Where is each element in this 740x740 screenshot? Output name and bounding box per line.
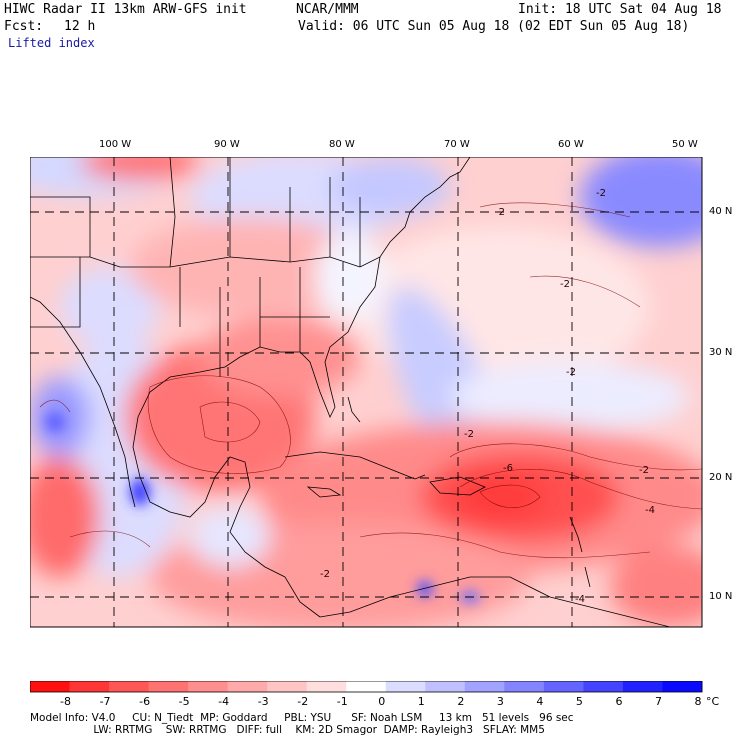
colorbar-swatch (109, 681, 150, 692)
contour-label: -4 (645, 505, 655, 516)
colorbar-label: 8 (695, 695, 702, 707)
colorbar-swatch (543, 681, 584, 692)
colorbar-label: -7 (100, 695, 111, 707)
model-title: HIWC Radar II 13km ARW-GFS init (4, 2, 247, 17)
contour-label: -2 (320, 569, 330, 580)
shaded-field (30, 157, 702, 627)
colorbar-label: 6 (615, 695, 622, 707)
colorbar-label: -3 (258, 695, 269, 707)
colorbar-label: -6 (139, 695, 150, 707)
contour-label: -6 (503, 463, 513, 474)
organization-label: NCAR/MMM (296, 2, 359, 17)
colorbar-swatch (385, 681, 426, 692)
colorbar-swatch (346, 681, 387, 692)
forecast-label: Fcst: (4, 19, 44, 34)
colorbar-frame (30, 681, 703, 693)
colorbar-label: 7 (655, 695, 662, 707)
colorbar-label: 3 (497, 695, 504, 707)
lon-label: 60 W (558, 139, 584, 150)
contour-label: -2 (639, 465, 649, 476)
colorbar-swatch (464, 681, 505, 692)
colorbar-label: 5 (576, 695, 583, 707)
map-frame (30, 157, 703, 628)
colorbar-swatch (583, 681, 624, 692)
contour-labels: -2 -2 -2 -2 -2 -4 -6 -2 -4 -2 (320, 188, 655, 605)
colorbar-unit: °C (706, 695, 720, 707)
lon-label: 80 W (329, 139, 355, 150)
lon-label: 50 W (672, 139, 698, 150)
contour-label: -2 (495, 207, 505, 218)
colorbar-label: 0 (378, 695, 385, 707)
lon-label: 70 W (444, 139, 470, 150)
colorbar-swatch (504, 681, 545, 692)
colorbar-label: 2 (457, 695, 464, 707)
colorbar-label: 4 (536, 695, 543, 707)
init-time: Init: 18 UTC Sat 04 Aug 18 (518, 2, 722, 17)
colorbar-swatch (30, 681, 71, 692)
lat-label: 30 N (709, 347, 733, 358)
colorbar-swatch (267, 681, 308, 692)
colorbar-swatch (662, 681, 703, 692)
contour-label: -4 (575, 594, 585, 605)
lat-label: 20 N (709, 472, 733, 483)
colorbar-label: -8 (60, 695, 71, 707)
contour-label: -2 (596, 188, 606, 199)
lat-label: 10 N (709, 591, 733, 602)
lifted-index-map: -2 -2 -2 -2 -2 -4 -6 -2 -4 -2 (30, 157, 703, 628)
lon-label: 100 W (99, 139, 132, 150)
colorbar: -8 -7 -6 -5 -4 -3 -2 -1 0 1 2 3 4 5 6 7 8 °C (30, 681, 720, 707)
colorbar-label: -4 (218, 695, 229, 707)
colorbar-swatch (306, 681, 347, 692)
valid-time: Valid: 06 UTC Sun 05 Aug 18 (02 EDT Sun … (298, 19, 690, 34)
contour-label: -2 (464, 429, 474, 440)
colorbar-swatch (622, 681, 663, 692)
colorbar-label: 1 (418, 695, 425, 707)
model-info-line1: Model Info: V4.0 CU: N_Tiedt MP: Goddard… (30, 712, 574, 724)
field-name: Lifted index (8, 36, 95, 50)
colorbar-swatch (148, 681, 189, 692)
model-info-line2: LW: RRTMG SW: RRTMG DIFF: full KM: 2D Sm… (30, 724, 545, 736)
colorbar-swatch (425, 681, 466, 692)
lat-label: 40 N (709, 206, 733, 217)
colorbar-swatch (188, 681, 229, 692)
colorbar-label: -2 (297, 695, 308, 707)
contour-label: -2 (560, 279, 570, 290)
colorbar-swatch (227, 681, 268, 692)
colorbar-swatch (69, 681, 110, 692)
graticule (30, 157, 702, 627)
colorbar-label: -1 (337, 695, 348, 707)
lon-label: 90 W (214, 139, 240, 150)
forecast-hour: 12 h (64, 19, 96, 34)
contour-label: -2 (566, 367, 576, 378)
colorbar-label: -5 (179, 695, 190, 707)
